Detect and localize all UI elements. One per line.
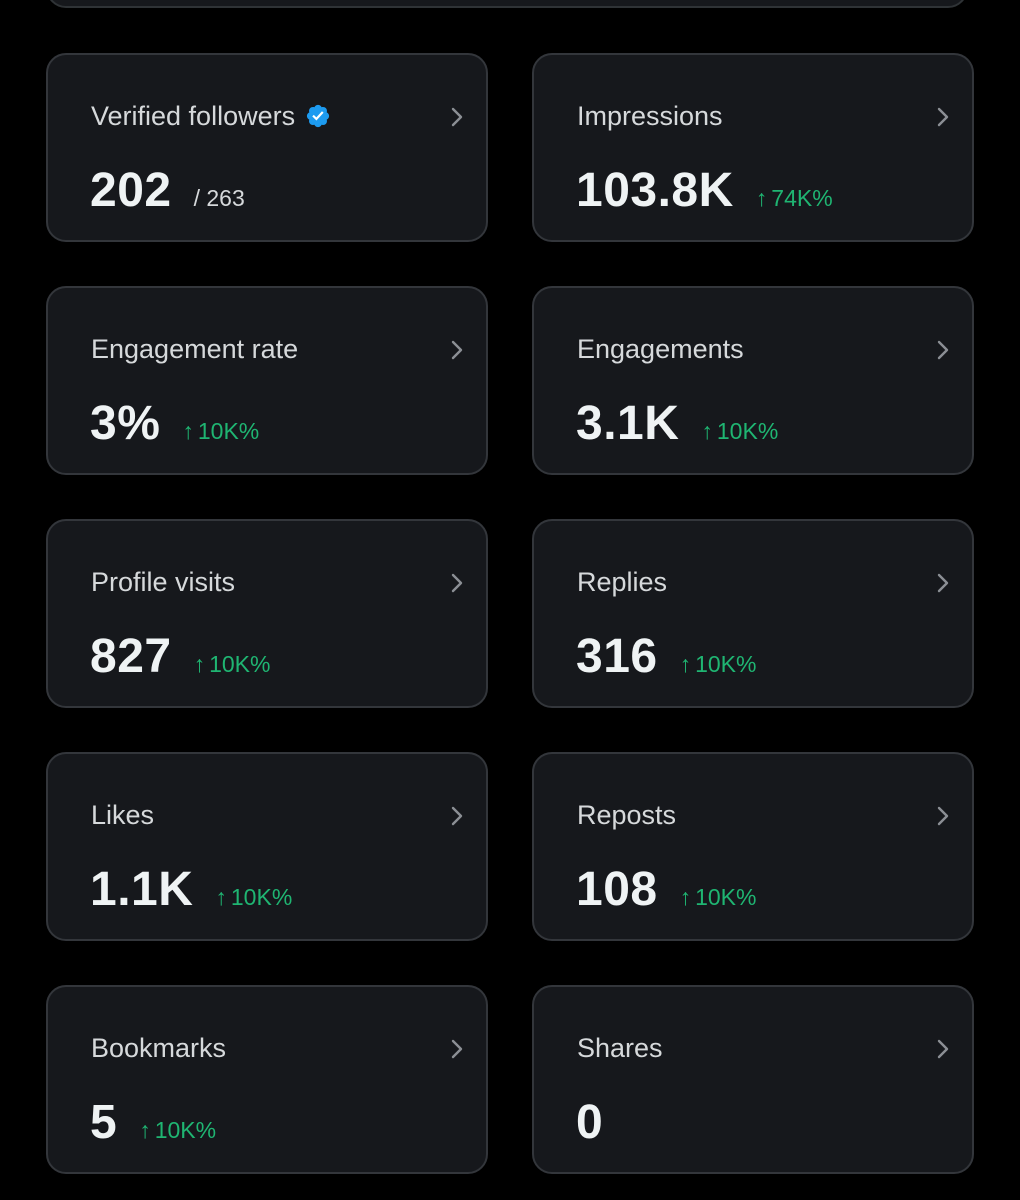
stat-card-shares[interactable]: Shares 0 (532, 985, 974, 1174)
delta-value: 74K% (771, 185, 833, 211)
stat-delta: ↑ 74K% (756, 185, 833, 212)
previous-card-edge (46, 0, 968, 8)
card-label: Reposts (577, 800, 677, 830)
stat-value: 3% (90, 397, 161, 450)
stat-card-impressions[interactable]: Impressions 103.8K ↑ 74K% (532, 53, 974, 242)
stat-value: 5 (90, 1096, 118, 1149)
card-label-container: Verified followers (91, 99, 331, 133)
stat-delta: ↑ 10K% (139, 1117, 216, 1144)
stat-value: 316 (576, 630, 658, 683)
stat-delta: ↑ 10K% (182, 418, 259, 445)
card-label: Verified followers (91, 101, 296, 131)
stat-card-reposts[interactable]: Reposts 108 ↑ 10K% (532, 752, 974, 941)
stat-value: 827 (90, 630, 172, 683)
value-row: 108 ↑ 10K% (576, 862, 756, 918)
value-row: 827 ↑ 10K% (90, 629, 270, 685)
delta-value: 10K% (209, 651, 271, 677)
card-label: Likes (91, 800, 155, 830)
delta-value: 10K% (695, 651, 757, 677)
stat-card-likes[interactable]: Likes 1.1K ↑ 10K% (46, 752, 488, 941)
up-arrow-icon: ↑ (182, 418, 194, 444)
stat-delta: ↑ 10K% (701, 418, 778, 445)
up-arrow-icon: ↑ (193, 651, 206, 677)
card-label: Replies (577, 567, 668, 597)
stat-card-profile-visits[interactable]: Profile visits 827 ↑ 10K% (46, 519, 488, 708)
stat-value: 1.1K (90, 863, 194, 916)
stat-card-bookmarks[interactable]: Bookmarks 5 ↑ 10K% (46, 985, 488, 1174)
stat-delta: ↑ 10K% (680, 884, 757, 911)
stat-value: 108 (576, 863, 658, 916)
value-row: 1.1K ↑ 10K% (90, 862, 292, 918)
value-row: 5 ↑ 10K% (90, 1095, 216, 1151)
card-label: Engagements (577, 334, 744, 364)
up-arrow-icon: ↑ (701, 418, 713, 444)
stat-value: 0 (576, 1096, 604, 1149)
delta-value: 10K% (154, 1117, 217, 1143)
stat-card-verified-followers[interactable]: Verified followers 202 / 263 (46, 53, 488, 242)
chevron-right-icon[interactable] (446, 105, 468, 129)
chevron-right-icon[interactable] (932, 804, 954, 828)
stat-total: / 263 (193, 185, 245, 211)
chevron-right-icon[interactable] (446, 804, 468, 828)
value-row: 202 / 263 (90, 163, 245, 219)
stat-value: 3.1K (576, 397, 680, 450)
delta-value: 10K% (230, 884, 293, 910)
chevron-right-icon[interactable] (446, 338, 468, 362)
card-label: Bookmarks (91, 1033, 227, 1063)
chevron-right-icon[interactable] (446, 1037, 468, 1061)
value-row: 0 (576, 1095, 603, 1151)
up-arrow-icon: ↑ (215, 884, 227, 910)
up-arrow-icon: ↑ (755, 185, 768, 211)
chevron-right-icon[interactable] (446, 571, 468, 595)
stat-card-engagements[interactable]: Engagements 3.1K ↑ 10K% (532, 286, 974, 475)
stat-delta: ↑ 10K% (215, 884, 292, 911)
value-row: 316 ↑ 10K% (576, 629, 756, 685)
card-label: Profile visits (91, 567, 236, 597)
delta-value: 10K% (197, 418, 260, 444)
chevron-right-icon[interactable] (932, 571, 954, 595)
stat-delta: ↑ 10K% (194, 651, 271, 678)
chevron-right-icon[interactable] (932, 105, 954, 129)
delta-value: 10K% (695, 884, 757, 910)
value-row: 103.8K ↑ 74K% (576, 163, 833, 219)
up-arrow-icon: ↑ (679, 884, 692, 910)
stat-value: 202 (90, 164, 172, 217)
delta-value: 10K% (716, 418, 779, 444)
card-label: Impressions (577, 101, 723, 131)
card-label: Engagement rate (91, 334, 299, 364)
up-arrow-icon: ↑ (139, 1117, 151, 1143)
card-label: Shares (577, 1033, 663, 1063)
stat-delta: ↑ 10K% (680, 651, 757, 678)
stat-card-replies[interactable]: Replies 316 ↑ 10K% (532, 519, 974, 708)
verified-badge-icon (305, 103, 331, 129)
up-arrow-icon: ↑ (679, 651, 692, 677)
stat-value: 103.8K (576, 164, 734, 217)
value-row: 3% ↑ 10K% (90, 396, 259, 452)
stat-card-engagement-rate[interactable]: Engagement rate 3% ↑ 10K% (46, 286, 488, 475)
chevron-right-icon[interactable] (932, 338, 954, 362)
chevron-right-icon[interactable] (932, 1037, 954, 1061)
value-row: 3.1K ↑ 10K% (576, 396, 778, 452)
